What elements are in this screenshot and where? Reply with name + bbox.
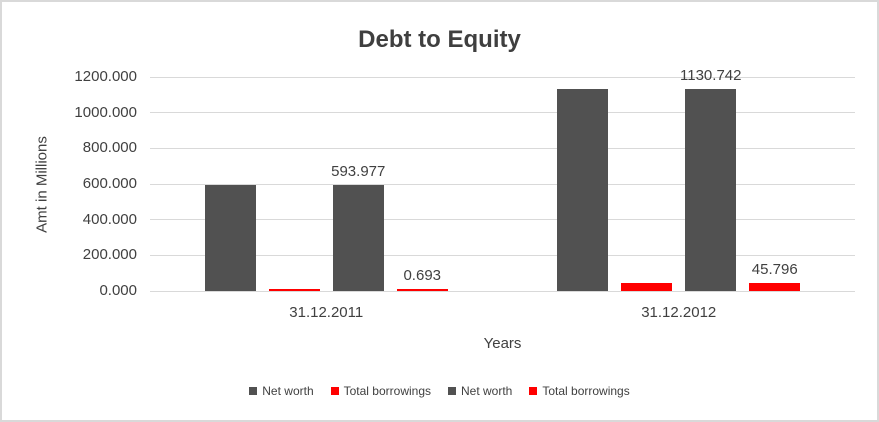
legend-item: Total borrowings xyxy=(330,384,431,398)
legend-swatch-icon xyxy=(330,387,339,395)
legend-swatch-icon xyxy=(448,387,456,395)
y-tick-label: 600.000 xyxy=(82,175,137,192)
bar-net-worth xyxy=(332,185,384,291)
gridline xyxy=(150,76,855,78)
y-tick-label: 1200.000 xyxy=(74,68,137,85)
gridline xyxy=(150,254,855,256)
bar-total-borrowings xyxy=(621,282,673,291)
bar-net-worth xyxy=(557,89,609,291)
legend-item: Net worth xyxy=(249,384,314,398)
legend-item: Net worth xyxy=(448,384,512,398)
y-tick-label: 400.000 xyxy=(82,210,137,228)
y-tick-label: 200.000 xyxy=(82,246,137,264)
plot-area: 593.977 0.693 1130.742 45.796 xyxy=(150,67,855,292)
y-tick-label: 0.000 xyxy=(99,282,137,299)
legend-label: Net worth xyxy=(461,384,513,398)
legend-swatch-icon xyxy=(249,387,258,395)
bar-data-label: 593.977 xyxy=(331,163,386,181)
legend-label: Total borrowings xyxy=(542,384,630,398)
legend-label: Total borrowings xyxy=(343,384,431,398)
bar-data-label: 45.796 xyxy=(751,260,798,278)
legend-swatch-icon xyxy=(529,387,538,395)
chart-title: Debt to Equity xyxy=(358,26,521,53)
legend-item: Total borrowings xyxy=(529,384,630,398)
bar-total-borrowings xyxy=(268,289,320,291)
y-tick-label: 1000.000 xyxy=(74,103,137,121)
bar-total-borrowings xyxy=(749,282,801,291)
gridline xyxy=(150,290,855,292)
gridline xyxy=(150,147,855,149)
y-tick-label: 800.000 xyxy=(82,139,137,157)
legend-label: Net worth xyxy=(262,384,314,398)
chart-legend: Net worth Total borrowings Net worth Total … xyxy=(2,384,877,398)
gridline xyxy=(150,112,855,114)
bar-data-label: 1130.742 xyxy=(680,67,742,85)
bar-total-borrowings xyxy=(396,289,448,291)
gridline xyxy=(150,219,855,221)
x-category-label: 31.12.2012 xyxy=(641,304,717,321)
x-axis-title: Years xyxy=(483,335,522,352)
bar-net-worth xyxy=(204,185,256,291)
gridline xyxy=(150,183,855,185)
bar-data-label: 0.693 xyxy=(403,267,442,284)
x-category-label: 31.12.2011 xyxy=(289,304,364,321)
bar-net-worth xyxy=(685,89,737,291)
